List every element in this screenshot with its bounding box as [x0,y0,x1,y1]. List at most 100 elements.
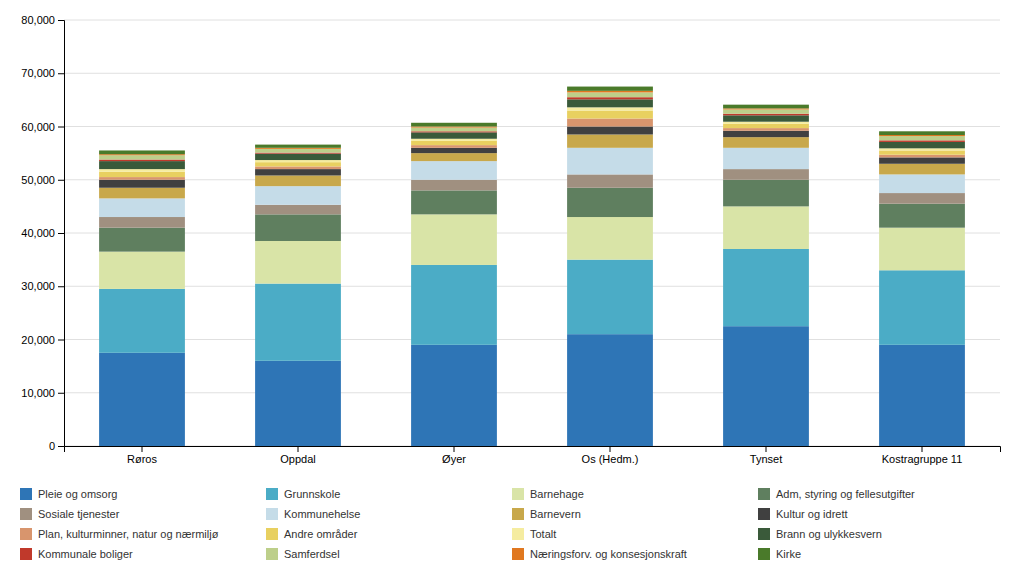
grid-line [64,233,1000,234]
bar-segment [99,155,185,159]
legend-label: Totalt [530,528,556,540]
bar-segment [255,205,341,215]
bar-segment [723,148,809,169]
legend-item: Grunnskole [266,488,340,500]
bar-segment [723,114,809,116]
legend-item: Totalt [512,528,556,540]
bar-segment [255,145,341,148]
legend-swatch [20,508,32,520]
bar-segment [411,145,497,148]
x-tick-label: Røros [127,453,157,465]
bar-segment [879,155,965,158]
series-group [99,111,965,178]
y-tick-mark [58,446,64,447]
bar-segment [879,142,965,148]
y-tick-mark [58,180,64,181]
chart-container: 010,00020,00030,00040,00050,00060,00070,… [0,0,1024,576]
series-group [99,99,965,169]
legend-item: Kommunehelse [266,508,360,520]
bar-segment [567,91,653,93]
bar-segment [879,270,965,345]
series-group [99,91,965,155]
bar-segment [723,124,809,128]
bar-segment [567,127,653,135]
bar-segment [255,166,341,169]
bar-segment [411,128,497,132]
bar-segment [723,326,809,446]
grid-line [64,73,1000,74]
x-tick: Os (Hedm.) [582,446,639,465]
x-tick-mark [922,446,923,452]
legend-swatch [512,528,524,540]
series-group [99,326,965,446]
bar-segment [567,107,653,110]
bar-segment [879,150,965,154]
y-tick-label: 50,000 [21,174,55,186]
bar-segment [99,217,185,228]
x-tick-label: Os (Hedm.) [582,453,639,465]
grid-line [64,126,1000,127]
legend-item: Brann og ulykkesvern [758,528,882,540]
bar-segment [99,198,185,217]
y-tick-mark [58,393,64,394]
y-tick-label: 30,000 [21,280,55,292]
bar-segment [255,154,341,160]
bar-segment [879,228,965,271]
bar-segment [99,228,185,252]
legend-label: Kommunale boliger [38,548,133,560]
y-tick-mark [58,20,64,21]
bar-segment [723,115,809,121]
bar-segment [723,131,809,137]
grid-line [64,339,1000,340]
bar-segment [255,149,341,153]
y-tick-label: 60,000 [21,121,55,133]
bar-segment [567,174,653,187]
bar-segment [255,153,341,154]
x-tick-mark [610,446,611,452]
legend-swatch [758,528,770,540]
bar-segment [99,172,185,177]
legend-item: Barnehage [512,488,584,500]
bar-segment [99,161,185,169]
bar-segment [567,148,653,175]
series-group [99,134,965,198]
y-tick: 20,000 [21,334,64,346]
y-tick-label: 0 [49,440,55,452]
y-axis-line [58,21,65,447]
legend-swatch [512,548,524,560]
x-tick-label: Kostragruppe 11 [882,453,963,465]
bar-segment [411,139,497,141]
bar-segment [99,160,185,162]
series-group [99,180,965,252]
bar-segment [879,131,965,135]
legend-label: Kirke [776,548,801,560]
bar-segment [411,190,497,214]
bar-segment [723,105,809,109]
bar-segment [879,136,965,140]
bar-segment [99,180,185,188]
legend-item: Kultur og idrett [758,508,848,520]
bar-segment [411,153,497,161]
y-tick-mark [58,73,64,74]
grid-line [64,286,1000,287]
bar-segment [411,214,497,265]
x-tick-mark [298,446,299,452]
bar-segment [99,169,185,172]
legend-item: Næringsforv. og konsesjonskraft [512,548,687,560]
y-tick: 40,000 [21,227,64,239]
bar-segment [567,334,653,446]
series-group [99,127,965,188]
legend-item: Adm, styring og fellesutgifter [758,488,915,500]
x-tick-mark [766,446,767,452]
bar-segment [879,204,965,228]
bar-segment [567,260,653,335]
bar-segment [567,119,653,127]
bar-segment [723,206,809,249]
x-tick: Røros [127,446,157,465]
bar-segment [567,134,653,147]
bar-segment [255,186,341,205]
y-axis: 010,00020,00030,00040,00050,00060,00070,… [21,14,64,452]
legend-swatch [20,548,32,560]
bar-segment [411,265,497,345]
y-tick: 0 [49,440,64,452]
